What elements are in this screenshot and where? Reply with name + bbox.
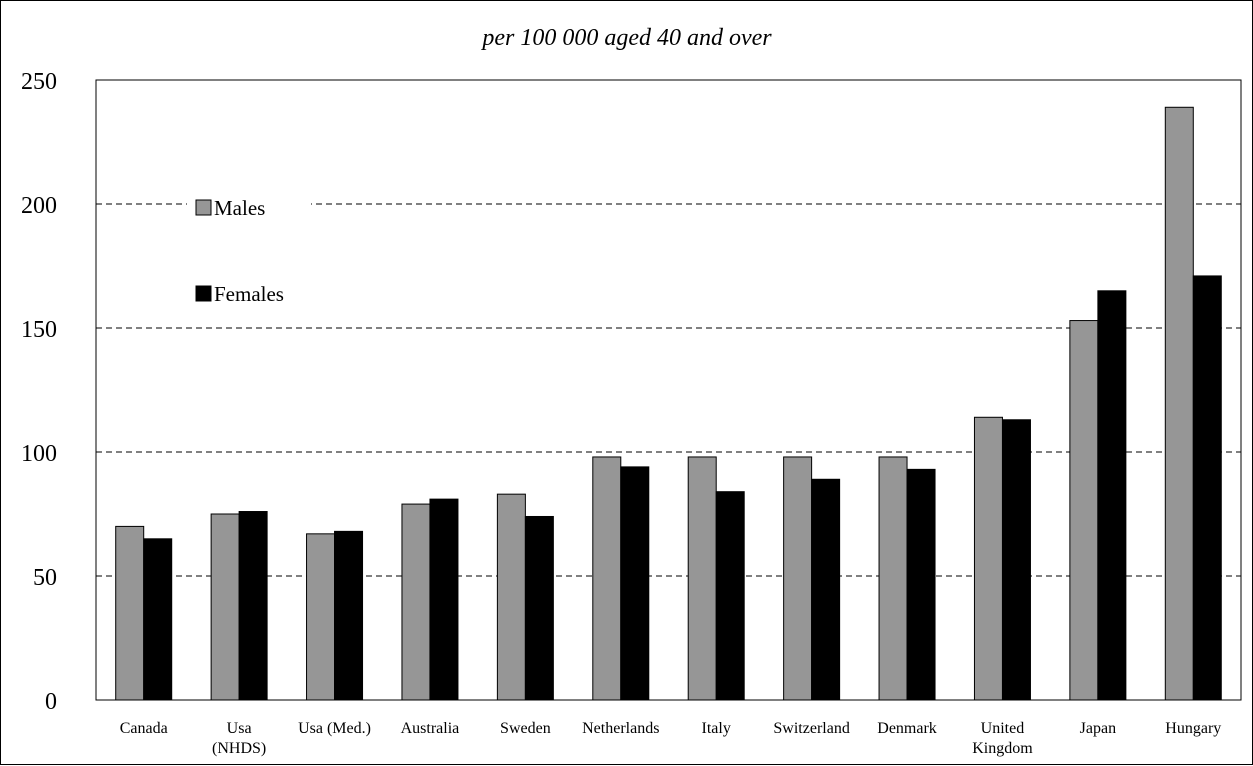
bar-females-6 bbox=[715, 491, 745, 701]
y-tick-label: 50 bbox=[33, 565, 57, 591]
bar-males-8 bbox=[878, 456, 908, 701]
x-tick-label: Italy bbox=[702, 720, 731, 737]
y-tick-label: 0 bbox=[45, 689, 57, 715]
bar-males-9 bbox=[973, 416, 1003, 701]
bar-males-2 bbox=[306, 533, 336, 701]
bar-females-11 bbox=[1192, 275, 1222, 701]
y-tick-label: 200 bbox=[21, 193, 57, 219]
legend-label-males: Males bbox=[214, 196, 265, 220]
bar-males-7 bbox=[783, 456, 813, 701]
bar-females-4 bbox=[524, 515, 554, 701]
bar-females-1 bbox=[238, 511, 268, 701]
bar-males-11 bbox=[1164, 106, 1194, 701]
plot-area bbox=[95, 79, 1242, 701]
x-tick-label: Denmark bbox=[877, 720, 937, 737]
legend-swatch-females bbox=[195, 285, 212, 302]
x-tick-label: Australia bbox=[401, 720, 460, 737]
bar-females-8 bbox=[906, 468, 936, 701]
legend-swatch-males bbox=[195, 199, 212, 216]
legend-label-females: Females bbox=[214, 282, 284, 306]
x-tick-label: Hungary bbox=[1165, 720, 1221, 737]
bar-males-5 bbox=[592, 456, 622, 701]
x-tick-label: Usa (Med.) bbox=[298, 720, 371, 737]
x-tick-label: Switzerland bbox=[773, 720, 849, 737]
x-tick-label: Usa (NHDS) bbox=[212, 720, 266, 757]
bar-females-0 bbox=[143, 538, 173, 701]
bar-males-4 bbox=[496, 493, 526, 701]
x-tick-label: United Kingdom bbox=[972, 720, 1033, 757]
bar-females-10 bbox=[1097, 290, 1127, 701]
bar-females-5 bbox=[620, 466, 650, 701]
bar-females-9 bbox=[1001, 419, 1031, 701]
bar-males-10 bbox=[1069, 320, 1099, 701]
bar-males-0 bbox=[115, 525, 145, 701]
x-tick-label: Sweden bbox=[500, 720, 551, 737]
bar-females-3 bbox=[429, 498, 459, 701]
x-tick-label: Netherlands bbox=[582, 720, 659, 737]
bar-males-1 bbox=[210, 513, 240, 701]
y-tick-label: 150 bbox=[21, 317, 57, 343]
y-tick-label: 100 bbox=[21, 441, 57, 467]
bar-females-2 bbox=[334, 530, 364, 701]
y-tick-label: 250 bbox=[21, 69, 57, 95]
bar-males-3 bbox=[401, 503, 431, 701]
x-tick-label: Japan bbox=[1080, 720, 1116, 737]
bar-females-7 bbox=[811, 478, 841, 701]
bar-males-6 bbox=[687, 456, 717, 701]
x-tick-label: Canada bbox=[120, 720, 168, 737]
chart-title: per 100 000 aged 40 and over bbox=[480, 25, 772, 51]
